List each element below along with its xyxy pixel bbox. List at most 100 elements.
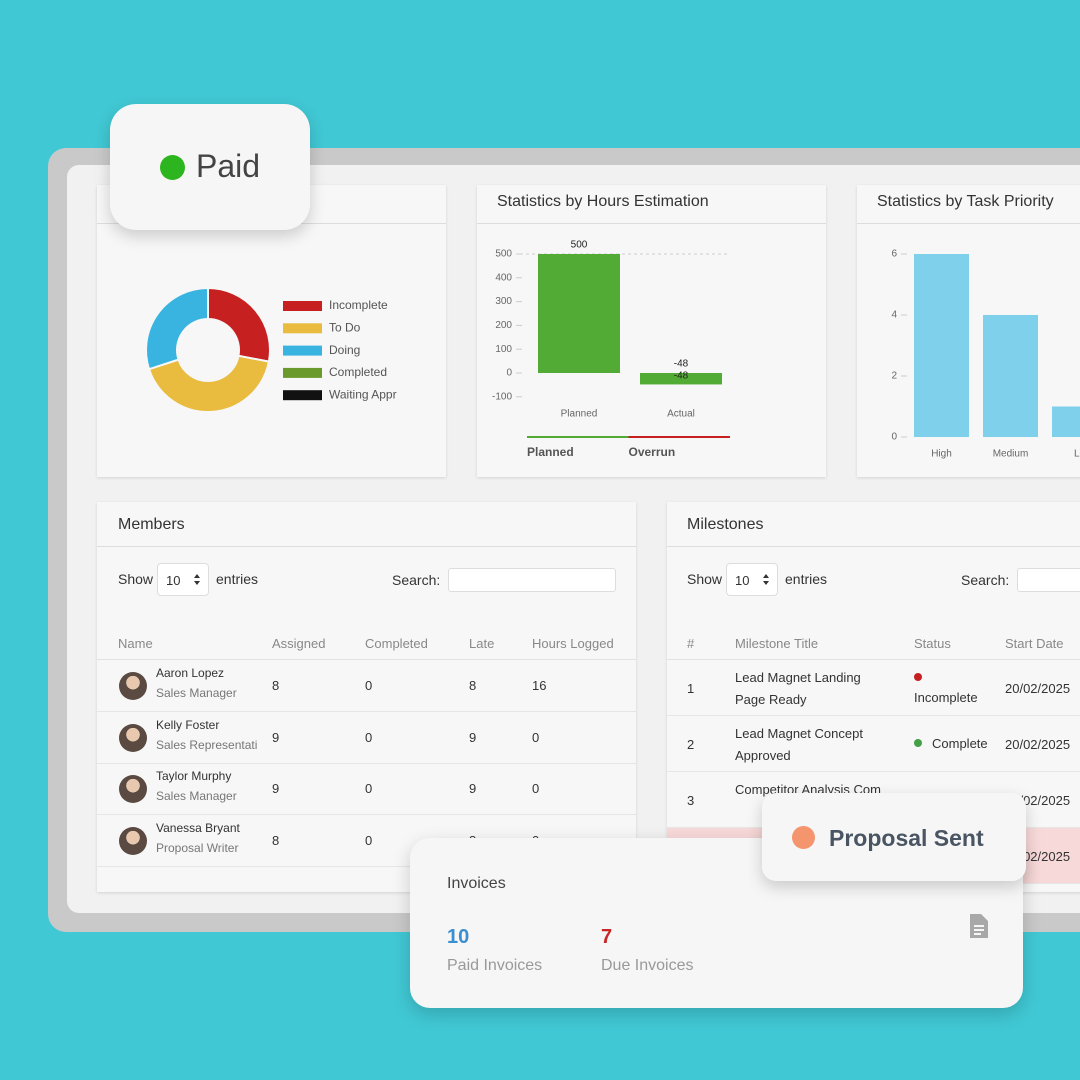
status-dot <box>914 673 922 681</box>
legend-swatch <box>283 367 322 378</box>
panel-title: Statistics by Hours Estimation <box>497 193 709 210</box>
cell: 8 <box>272 678 280 693</box>
divider <box>667 546 1080 547</box>
legend-label: Completed <box>329 365 387 379</box>
hours-panel: Statistics by Hours Estimation <box>477 185 826 477</box>
y-tick-label: 100 <box>495 344 512 355</box>
row-divider <box>97 711 636 712</box>
member-name: Taylor Murphy <box>156 769 232 783</box>
legend-swatch <box>283 345 322 356</box>
bar <box>640 373 722 385</box>
select-arrow <box>194 581 200 585</box>
row-divider <box>97 762 636 764</box>
search-label: Search: <box>392 572 441 588</box>
column-header: # <box>687 636 695 651</box>
select-arrow <box>763 581 769 585</box>
value-label: -48 <box>674 371 689 382</box>
cell: 8 <box>469 678 477 693</box>
member-name: Vanessa Bryant <box>156 820 240 835</box>
y-tick-label: 2 <box>891 371 897 382</box>
page-size-select[interactable]: 10 <box>726 563 778 596</box>
member-role: Sales Representati <box>156 737 258 752</box>
milestone-number: 2 <box>687 737 695 752</box>
status-text: Incomplete <box>914 690 978 705</box>
show-label: Show <box>118 571 154 587</box>
column-header: Milestone Title <box>735 636 819 651</box>
x-tick-label: Planned <box>561 408 598 419</box>
due-label: Due Invoices <box>601 957 694 974</box>
cell: 0 <box>532 781 540 796</box>
member-name: Kelly Foster <box>156 717 220 732</box>
legend-swatch <box>283 390 322 401</box>
member-role: Sales Manager <box>156 789 237 803</box>
column-header: Hours Logged <box>532 636 614 651</box>
x-tick-label: High <box>931 449 952 460</box>
cell: 0 <box>365 832 373 848</box>
status-dot <box>792 826 815 849</box>
paid-label: Paid Invoices <box>447 957 543 974</box>
entries-label: entries <box>785 571 828 587</box>
row-divider <box>667 771 1080 772</box>
avatar <box>119 723 147 752</box>
search-input[interactable] <box>1017 568 1080 592</box>
legend-swatch <box>283 323 322 334</box>
cell: 9 <box>272 729 280 745</box>
legend-label: Planned <box>527 445 574 459</box>
divider <box>97 546 636 547</box>
cell: 0 <box>365 729 373 745</box>
column-header: Status <box>914 636 951 651</box>
badge-text: Paid <box>196 148 261 184</box>
x-tick-label: Lo <box>1074 449 1080 460</box>
column-header: Completed <box>365 636 428 651</box>
cell: 9 <box>469 729 477 745</box>
card-title: Invoices <box>447 875 506 892</box>
value-label: -48 <box>674 359 689 370</box>
bar <box>983 315 1038 437</box>
donut-slice <box>207 286 271 363</box>
proposal-badge: Proposal Sent <box>762 793 1026 881</box>
legend-label: Doing <box>329 343 360 357</box>
y-tick-label: 4 <box>891 310 897 321</box>
y-tick-label: -100 <box>492 391 512 402</box>
status-dot <box>914 739 922 747</box>
y-tick-label: 500 <box>495 249 512 260</box>
avatar <box>119 775 147 803</box>
members-panel: Members Show 10 entries Search: Name Assigned… <box>97 502 636 892</box>
milestone-number: 3 <box>687 793 695 808</box>
row-divider <box>97 814 636 815</box>
cell: 16 <box>532 678 547 693</box>
panel-title: Statistics by Task Priority <box>877 193 1054 210</box>
show-label: Show <box>687 571 723 587</box>
milestone-title: Lead Magnet Concept Approved <box>735 726 863 763</box>
y-tick-label: 0 <box>506 368 512 379</box>
cell: 0 <box>365 678 373 693</box>
paid-badge: Paid <box>110 104 310 230</box>
column-header: Assigned <box>272 636 326 651</box>
bar <box>538 254 620 373</box>
bar <box>914 254 969 437</box>
y-tick-label: 400 <box>495 272 512 283</box>
donut-slice <box>147 354 271 413</box>
x-tick-label: Medium <box>993 449 1029 460</box>
header-divider <box>667 659 1080 660</box>
page-size-value: 10 <box>166 573 181 588</box>
cell: 0 <box>365 781 373 796</box>
select-arrow <box>763 574 769 578</box>
row-divider <box>97 865 636 867</box>
divider <box>477 223 826 224</box>
cell: 8 <box>272 832 280 848</box>
page-size-select[interactable]: 10 <box>157 563 209 596</box>
avatar <box>119 672 147 700</box>
search-input[interactable] <box>448 568 616 592</box>
legend-label: To Do <box>329 320 361 334</box>
value-label: 500 <box>571 240 588 251</box>
status-dot <box>160 155 185 180</box>
paid-count: 10 <box>447 926 470 948</box>
header-divider <box>97 659 636 660</box>
due-count: 7 <box>601 926 613 948</box>
start-date: 20/02/2025 <box>1005 681 1071 696</box>
entries-label: entries <box>216 571 259 587</box>
start-date: 20/02/2025 <box>1005 737 1071 752</box>
